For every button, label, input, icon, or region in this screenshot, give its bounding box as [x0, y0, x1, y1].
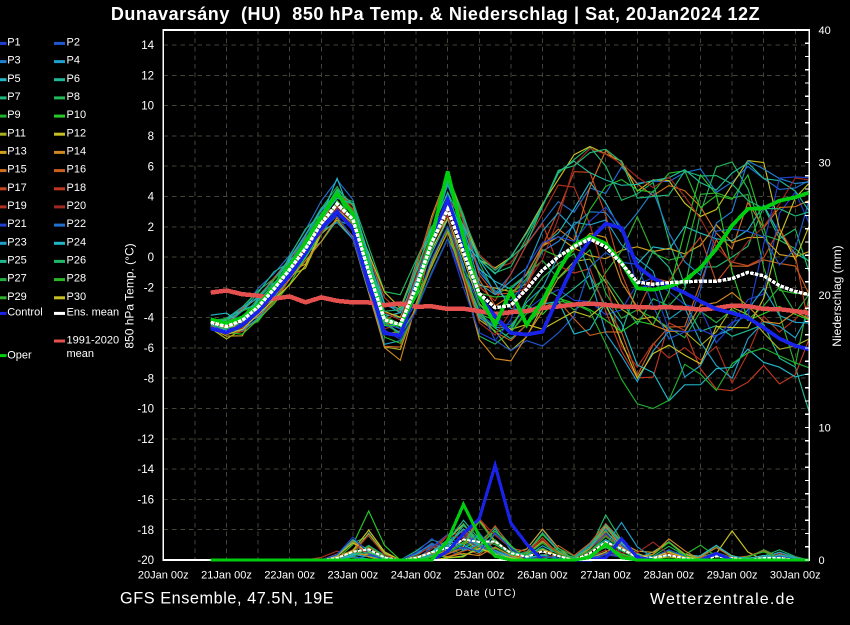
svg-text:P8: P8 — [67, 91, 80, 103]
svg-text:-6: -6 — [144, 343, 154, 355]
svg-text:8: 8 — [148, 131, 154, 143]
svg-text:P14: P14 — [67, 146, 87, 158]
svg-text:29Jan 00z: 29Jan 00z — [707, 570, 758, 582]
svg-text:P5: P5 — [7, 73, 20, 85]
svg-text:14: 14 — [141, 40, 154, 52]
svg-text:P29: P29 — [7, 291, 27, 303]
svg-text:-12: -12 — [137, 434, 154, 446]
svg-text:12: 12 — [141, 70, 154, 82]
svg-text:P22: P22 — [67, 218, 87, 230]
svg-text:P20: P20 — [67, 200, 87, 212]
svg-text:P13: P13 — [7, 146, 27, 158]
svg-text:Wetterzentrale.de: Wetterzentrale.de — [650, 591, 796, 608]
svg-text:850 hPa Temp. (°C): 850 hPa Temp. (°C) — [123, 243, 137, 348]
svg-text:Oper: Oper — [7, 350, 32, 362]
svg-text:Ens. mean: Ens. mean — [67, 307, 120, 319]
svg-text:P26: P26 — [67, 255, 87, 267]
svg-text:P27: P27 — [7, 273, 27, 285]
svg-text:P1: P1 — [7, 37, 20, 49]
svg-text:-14: -14 — [137, 464, 154, 476]
svg-text:P19: P19 — [7, 200, 27, 212]
svg-text:30: 30 — [819, 158, 831, 170]
svg-text:30Jan 00z: 30Jan 00z — [770, 570, 821, 582]
svg-text:25Jan 00z: 25Jan 00z — [454, 570, 505, 582]
svg-text:P4: P4 — [67, 55, 80, 67]
svg-text:P15: P15 — [7, 164, 27, 176]
svg-text:-18: -18 — [137, 525, 154, 537]
svg-text:20: 20 — [819, 290, 831, 302]
svg-text:-8: -8 — [144, 373, 154, 385]
svg-text:Dunavarsány (HU) 850 hPa Tem: Dunavarsány (HU) 850 hPa Temp. & Nieders… — [111, 4, 760, 24]
svg-text:10: 10 — [141, 101, 154, 113]
svg-text:26Jan 00z: 26Jan 00z — [517, 570, 568, 582]
svg-text:mean: mean — [67, 348, 95, 360]
svg-text:P24: P24 — [67, 236, 87, 248]
svg-text:GFS Ensemble, 47.5N, 19E: GFS Ensemble, 47.5N, 19E — [120, 590, 334, 608]
svg-text:6: 6 — [148, 161, 154, 173]
svg-text:Date (UTC): Date (UTC) — [455, 588, 516, 599]
svg-text:P2: P2 — [67, 37, 80, 49]
svg-text:40: 40 — [819, 25, 831, 37]
svg-text:P11: P11 — [7, 127, 26, 139]
svg-text:P7: P7 — [7, 91, 20, 103]
svg-text:P21: P21 — [7, 218, 27, 230]
svg-text:2: 2 — [148, 222, 154, 234]
svg-text:P16: P16 — [67, 164, 87, 176]
svg-text:P23: P23 — [7, 236, 27, 248]
svg-text:28Jan 00z: 28Jan 00z — [644, 570, 695, 582]
svg-text:P9: P9 — [7, 109, 20, 121]
svg-text:P3: P3 — [7, 55, 20, 67]
svg-text:-20: -20 — [137, 555, 154, 567]
svg-text:24Jan 00z: 24Jan 00z — [391, 570, 442, 582]
svg-text:20Jan 00z: 20Jan 00z — [138, 570, 189, 582]
svg-text:Niederschlag (mm): Niederschlag (mm) — [830, 245, 844, 346]
svg-text:22Jan 00z: 22Jan 00z — [264, 570, 315, 582]
svg-text:0: 0 — [819, 555, 825, 567]
svg-text:10: 10 — [819, 423, 831, 435]
svg-text:P6: P6 — [67, 73, 80, 85]
svg-text:P17: P17 — [7, 182, 27, 194]
svg-text:23Jan 00z: 23Jan 00z — [328, 570, 379, 582]
svg-text:P10: P10 — [67, 109, 87, 121]
svg-text:27Jan 00z: 27Jan 00z — [580, 570, 631, 582]
svg-text:P18: P18 — [67, 182, 87, 194]
svg-text:P28: P28 — [67, 273, 87, 285]
svg-text:0: 0 — [148, 252, 154, 264]
svg-text:P30: P30 — [67, 291, 87, 303]
svg-text:P12: P12 — [67, 127, 87, 139]
svg-text:P25: P25 — [7, 255, 27, 267]
svg-text:1991-2020: 1991-2020 — [67, 335, 120, 347]
svg-text:-16: -16 — [137, 495, 154, 507]
svg-text:Control: Control — [7, 307, 42, 319]
svg-text:4: 4 — [148, 192, 155, 204]
svg-text:-4: -4 — [144, 313, 155, 325]
svg-text:-10: -10 — [137, 404, 154, 416]
svg-text:21Jan 00z: 21Jan 00z — [201, 570, 252, 582]
svg-text:-2: -2 — [144, 283, 154, 295]
